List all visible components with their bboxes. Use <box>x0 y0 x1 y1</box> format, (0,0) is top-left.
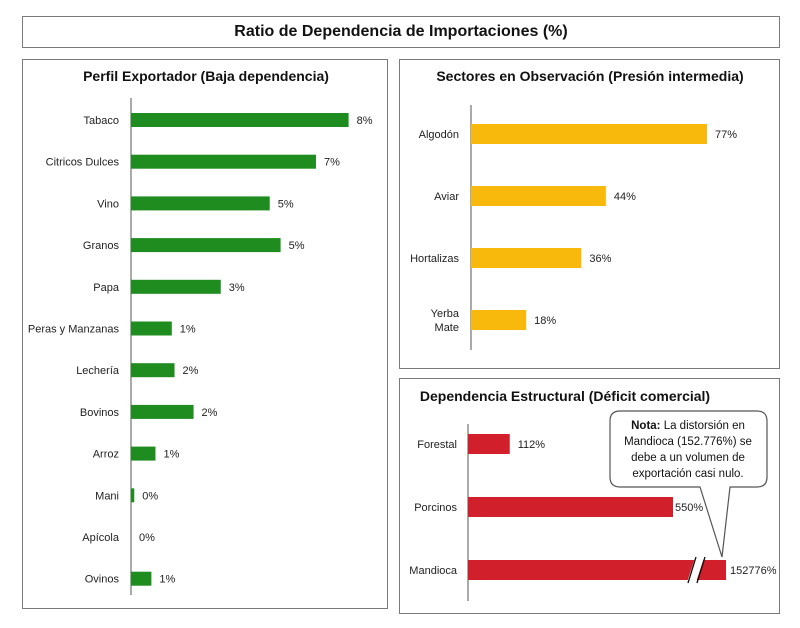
value-label: 8% <box>357 115 373 127</box>
value-label: 1% <box>159 574 175 586</box>
value-label: 77% <box>715 129 737 141</box>
chart-dependencia-estructural: Dependencia Estructural (Déficit comerci… <box>409 388 777 601</box>
bar-algod-n <box>471 124 707 144</box>
value-label: 550% <box>675 502 703 514</box>
category-label: Porcinos <box>414 502 457 514</box>
value-label: 152776% <box>730 565 777 577</box>
note-bubble <box>609 410 768 558</box>
category-label: Granos <box>83 240 120 252</box>
main-title-box: Ratio de Dependencia de Importaciones (%… <box>22 16 780 48</box>
chart-title: Perfil Exportador (Baja dependencia) <box>83 68 329 84</box>
bar-mani <box>131 488 135 503</box>
note-line-4: exportación casi nulo. <box>632 468 743 480</box>
value-label: 7% <box>324 157 340 169</box>
value-label: 2% <box>183 365 199 377</box>
value-label: 44% <box>614 191 636 203</box>
category-label: Lechería <box>76 365 120 377</box>
bar-yerba-mate <box>471 310 527 330</box>
category-label: Ovinos <box>85 574 120 586</box>
value-label: 5% <box>289 240 305 252</box>
category-label: Mate <box>435 322 459 334</box>
bar-lecher-a <box>131 363 175 378</box>
note-line-1: Nota: La distorsión en <box>631 420 745 432</box>
category-label: Aviar <box>434 191 459 203</box>
note-text-part: La distorsión en <box>661 420 745 432</box>
category-label: Mandioca <box>409 565 458 577</box>
category-label: Papa <box>93 282 120 294</box>
category-label: Peras y Manzanas <box>28 324 120 336</box>
value-label: 3% <box>229 282 245 294</box>
chart-perfil-exportador: Perfil Exportador (Baja dependencia) Taba… <box>28 68 373 595</box>
bar-granos <box>131 238 281 253</box>
bar-hortalizas <box>471 248 582 268</box>
bar-vino <box>131 196 270 211</box>
value-label: 0% <box>142 490 158 502</box>
chart-title: Sectores en Observación (Presión interme… <box>436 68 743 84</box>
bar-aviar <box>471 186 606 206</box>
category-label: Yerba <box>431 308 460 320</box>
category-label: Arroz <box>93 449 119 461</box>
note-line-3: debe a un volumen de <box>631 452 745 464</box>
category-label: Bovinos <box>80 407 120 419</box>
note-line-2: Mandioca (152.776%) se <box>624 436 752 448</box>
bar-ovinos <box>131 571 152 586</box>
category-label: Forestal <box>417 439 457 451</box>
main-title: Ratio de Dependencia de Importaciones (%… <box>234 23 568 40</box>
panel-sectores-observacion: Sectores en Observación (Presión interme… <box>399 59 780 369</box>
axis-break-line <box>687 556 697 584</box>
category-label: Mani <box>95 490 119 502</box>
bar-peras-y-manzanas <box>131 321 172 336</box>
category-label: Apícola <box>82 532 120 544</box>
bar-papa <box>131 279 221 294</box>
axis-break-gap <box>687 558 704 582</box>
note-callout: Nota: La distorsión en Mandioca (152.776%… <box>609 410 768 558</box>
bar-mandioca <box>468 560 726 580</box>
axis-break-line <box>696 556 706 584</box>
bar-arroz <box>131 446 156 461</box>
category-label: Tabaco <box>84 115 119 127</box>
bar-forestal <box>468 434 510 454</box>
bar-tabaco <box>131 113 349 127</box>
chart-title: Dependencia Estructural (Déficit comerci… <box>420 388 710 404</box>
category-label: Algodón <box>419 129 459 141</box>
category-label: Citricos Dulces <box>46 157 120 169</box>
value-label: 1% <box>163 449 179 461</box>
value-label: 5% <box>278 198 294 210</box>
category-label: Hortalizas <box>410 253 459 265</box>
value-label: 36% <box>589 253 611 265</box>
note-bold: Nota: <box>631 420 660 432</box>
value-label: 0% <box>139 532 155 544</box>
bar-citricos-dulces <box>131 154 316 169</box>
value-label: 112% <box>518 439 546 451</box>
value-label: 2% <box>202 407 218 419</box>
bar-porcinos <box>468 497 673 517</box>
value-label: 1% <box>180 324 196 336</box>
chart-sectores-observacion: Sectores en Observación (Presión interme… <box>410 68 744 350</box>
panel-dependencia-estructural: Dependencia Estructural (Déficit comerci… <box>399 378 780 614</box>
panel-perfil-exportador: Perfil Exportador (Baja dependencia) Taba… <box>22 59 388 609</box>
bar-bovinos <box>131 404 194 419</box>
value-label: 18% <box>534 315 556 327</box>
category-label: Vino <box>97 198 119 210</box>
